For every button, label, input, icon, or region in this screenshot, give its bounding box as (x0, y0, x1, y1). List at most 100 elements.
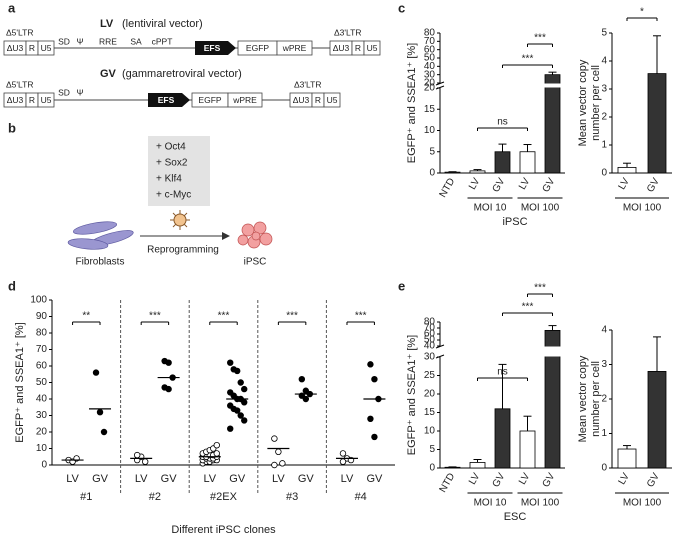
group-label: MOI 100 (521, 203, 560, 214)
y-tick-label: 50 (424, 53, 436, 64)
y-tick-label: 5 (429, 444, 435, 455)
construct-title: LV (100, 18, 114, 30)
data-point (234, 367, 241, 375)
y-tick-label: 20 (424, 78, 436, 89)
group-label: #4 (355, 491, 367, 503)
bar (647, 73, 667, 174)
y-tick-label: 20 (36, 427, 48, 438)
fibroblast-icon (67, 221, 134, 250)
promoter-arrow (148, 93, 190, 107)
significance-label: *** (149, 311, 161, 322)
ltr-label: Δ3'LTR (294, 79, 321, 89)
y-axis-label: number per cell (590, 65, 602, 141)
bar (519, 430, 536, 469)
y-axis-label: EGFP⁺ and SSEA1⁺ [%] (406, 43, 418, 163)
significance-label: *** (534, 283, 546, 294)
y-tick-label: 0 (429, 463, 435, 474)
bar (469, 170, 486, 174)
y-axis-label: number per cell (590, 361, 602, 437)
y-tick-label: 10 (424, 426, 436, 437)
data-point (241, 385, 248, 393)
data-point (227, 359, 234, 366)
bar (519, 151, 536, 174)
y-tick-label: 80 (424, 28, 436, 39)
y-tick-label: 10 (424, 125, 436, 136)
data-point (371, 433, 378, 441)
data-point (213, 442, 220, 449)
element: RRE (99, 36, 117, 46)
y-axis-label: Mean vector copy (577, 59, 589, 146)
significance-label: ns (497, 367, 508, 378)
element: SD (58, 36, 70, 46)
data-point (96, 409, 104, 416)
ipsc-icon (237, 221, 273, 249)
group-label: MOI 100 (521, 498, 560, 509)
data-point (237, 412, 244, 419)
element: cPPT (152, 36, 173, 46)
x-tick-label: GV (298, 473, 315, 485)
y-tick-label: 70 (424, 36, 436, 47)
promoter: EFS (204, 43, 221, 53)
y-tick-label: 10 (36, 443, 48, 454)
y-tick-label: 40 (36, 394, 48, 405)
y-tick-label: 2 (601, 394, 607, 405)
data-point (339, 450, 347, 457)
x-axis-label: Different iPSC clones (171, 524, 276, 536)
significance-label: *** (286, 311, 298, 322)
y-tick-label: 2 (601, 112, 607, 123)
y-tick-label: 0 (429, 168, 435, 179)
x-tick-label: GV (645, 176, 662, 194)
data-point (237, 379, 244, 386)
y-tick-label: 90 (36, 311, 48, 322)
ltr-part: ΔU3 (293, 95, 310, 105)
gv-construct: GV (gammaretroviral vector) Δ5'LTR ΔU3 R… (3, 68, 341, 108)
data-point (367, 361, 374, 368)
y-tick-label: 80 (424, 317, 436, 328)
data-point (141, 458, 149, 465)
ltr-part: R (29, 43, 35, 53)
group-label: #3 (286, 491, 298, 503)
group-label: #2EX (210, 491, 238, 503)
box (227, 92, 263, 108)
x-tick-label: LV (517, 471, 532, 487)
y-tick-label: 4 (601, 325, 607, 336)
data-point (241, 399, 248, 406)
x-tick-label: GV (92, 473, 109, 485)
axis-break (435, 344, 445, 349)
process-label: Reprogramming (147, 245, 219, 256)
y-tick-label: 5 (601, 28, 607, 39)
y-tick-label: 40 (424, 61, 436, 72)
lv-construct: LV (lentiviral vector) Δ5'LTR ΔU3 R U5 S… (3, 18, 381, 56)
significance-label: *** (522, 54, 534, 65)
y-tick-label: 30 (424, 69, 436, 80)
data-point (271, 461, 278, 469)
factor: + Sox2 (156, 158, 188, 169)
promoter-arrow (195, 41, 236, 55)
data-point (302, 395, 310, 403)
y-tick-label: 100 (30, 295, 47, 306)
data-point (279, 460, 286, 467)
data-point (298, 376, 306, 383)
data-point (213, 450, 220, 457)
x-tick-label: GV (366, 473, 383, 485)
x-tick-label: GV (491, 471, 508, 489)
element: Ψ (76, 36, 83, 46)
ltr-part: ΔU3 (333, 43, 350, 53)
x-tick-label: LV (203, 473, 216, 485)
group-label: MOI 100 (623, 203, 662, 214)
wpre: wPRE (282, 43, 307, 53)
box (37, 92, 55, 108)
ltr-part: U5 (41, 95, 52, 105)
y-tick-label: 60 (424, 44, 436, 55)
ltr-part: R (355, 43, 361, 53)
axis-break (441, 83, 566, 88)
data-point (271, 435, 278, 442)
x-tick-label: LV (341, 473, 354, 485)
y-tick-label: 20 (424, 389, 436, 400)
y-tick-label: 80 (36, 328, 48, 339)
panel-label: c (398, 0, 405, 15)
y-tick-label: 3 (601, 84, 607, 95)
x-tick-label: LV (617, 176, 632, 192)
y-tick-label: 30 (36, 410, 48, 421)
